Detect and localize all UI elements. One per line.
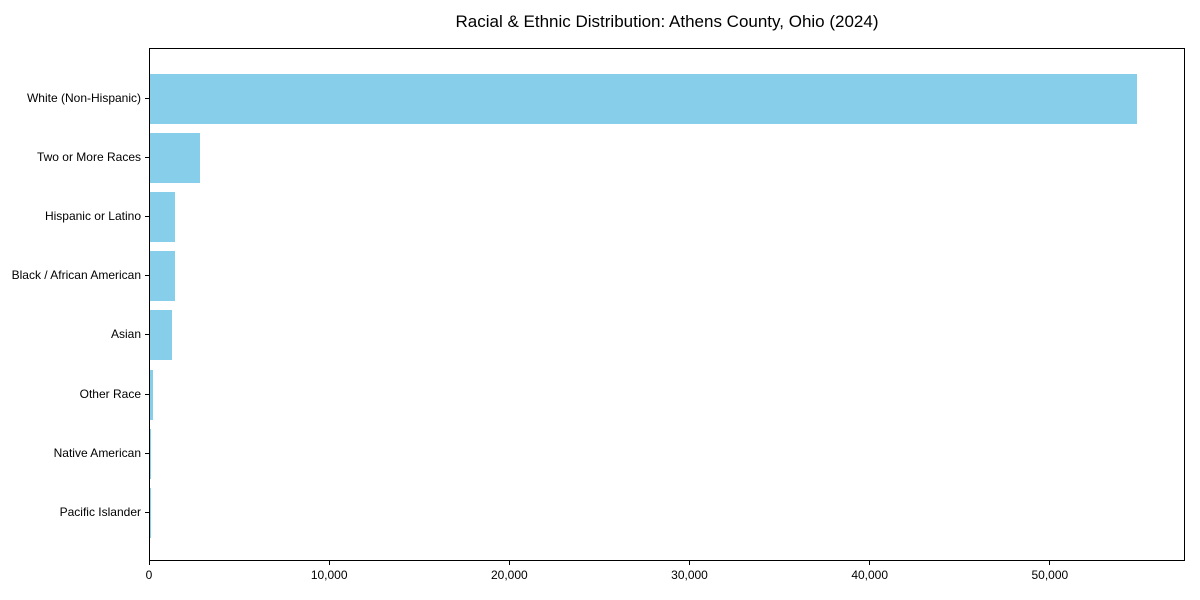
- plot-area: [149, 48, 1185, 561]
- category-label: Asian: [110, 327, 141, 342]
- category-label: Native American: [53, 445, 141, 460]
- y-tick: [145, 98, 149, 99]
- y-tick: [145, 275, 149, 277]
- category-label: Hispanic or Latino: [44, 209, 141, 224]
- bar: [150, 251, 175, 302]
- category-label: Two or More Races: [36, 150, 141, 165]
- y-tick: [145, 393, 149, 395]
- bar: [150, 133, 201, 184]
- x-tick: [869, 561, 871, 565]
- x-tick-label: 20,000: [490, 568, 528, 582]
- x-tick: [328, 561, 330, 565]
- category-label: White (Non-Hispanic): [26, 91, 141, 105]
- category-label: Pacific Islander: [59, 504, 141, 519]
- y-tick: [145, 334, 149, 336]
- bar: [150, 192, 176, 243]
- x-tick: [689, 561, 691, 565]
- x-tick: [1049, 561, 1051, 565]
- x-tick-label: 50,000: [1031, 568, 1069, 582]
- category-label: Black / African American: [11, 268, 141, 283]
- x-tick-label: 40,000: [851, 568, 889, 582]
- y-tick: [145, 511, 149, 513]
- bar: [150, 369, 153, 420]
- y-tick: [145, 216, 149, 218]
- x-tick-label: 0: [145, 568, 153, 582]
- bar: [150, 74, 1138, 124]
- y-tick: [145, 157, 149, 159]
- x-tick: [148, 561, 150, 565]
- bar: [150, 310, 172, 361]
- category-label: Other Race: [79, 386, 141, 401]
- x-tick-label: 10,000: [310, 568, 348, 582]
- y-tick: [145, 452, 149, 454]
- chart-title: Racial & Ethnic Distribution: Athens Cou…: [455, 12, 879, 31]
- bar: [150, 428, 151, 479]
- x-tick: [508, 561, 510, 565]
- x-tick-label: 30,000: [671, 568, 708, 582]
